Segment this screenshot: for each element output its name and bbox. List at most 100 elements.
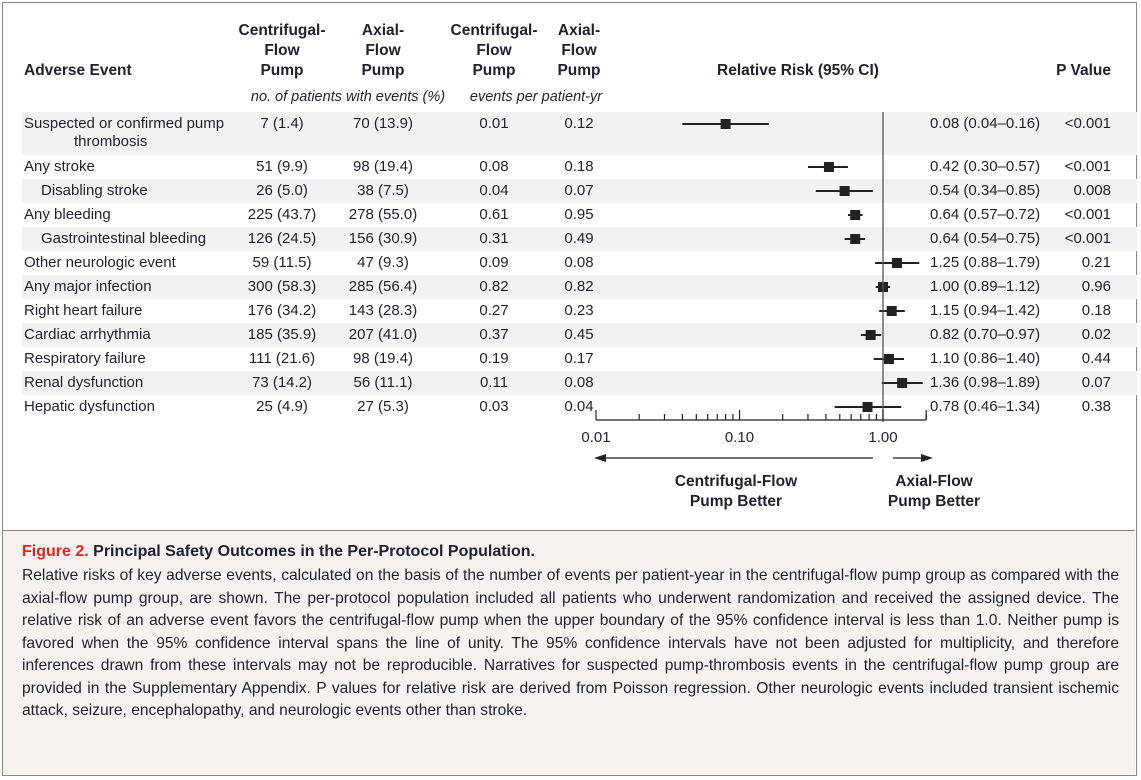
p-value: 0.07 xyxy=(1081,374,1111,391)
event-name: Any stroke xyxy=(24,158,95,175)
row-band xyxy=(22,112,1137,155)
point-estimate-marker xyxy=(865,330,876,340)
x-tick-label: 1.00 xyxy=(868,429,897,446)
axial-rate: 0.82 xyxy=(564,278,594,295)
event-name: Disabling stroke xyxy=(41,182,148,199)
centrifugal-rate: 0.04 xyxy=(479,182,509,199)
centrifugal-rate: 0.82 xyxy=(479,278,509,295)
centrifugal-rate: 0.03 xyxy=(479,398,509,415)
axial-rate: 0.08 xyxy=(564,254,594,271)
x-tick-label: 0.01 xyxy=(581,429,610,446)
header-axial-rate: Axial- Flow Pump xyxy=(557,22,601,79)
relative-risk-ci: 1.15 (0.94–1.42) xyxy=(930,302,1041,319)
event-name: Any major infection xyxy=(24,278,152,295)
centrifugal-count: 25 (4.9) xyxy=(256,398,308,415)
right-favor-label: Axial-Flow Pump Better xyxy=(887,473,981,510)
relative-risk-ci: 0.08 (0.04–0.16) xyxy=(930,115,1041,132)
relative-risk-ci: 0.64 (0.54–0.75) xyxy=(930,230,1041,247)
header-p-value: P Value xyxy=(1056,62,1111,79)
relative-risk-ci: 1.10 (0.86–1.40) xyxy=(930,350,1041,367)
rate-units: events per patient-yr xyxy=(469,89,603,105)
axial-count: 156 (30.9) xyxy=(348,230,418,247)
axial-rate: 0.12 xyxy=(564,115,594,132)
event-name: Gastrointestinal bleeding xyxy=(41,230,207,247)
p-value: 0.18 xyxy=(1081,302,1111,319)
centrifugal-count: 225 (43.7) xyxy=(247,206,317,223)
header-relative-risk: Relative Risk (95% CI) xyxy=(717,62,879,79)
point-estimate-marker xyxy=(891,258,902,268)
header-centrifugal-rate: Centrifugal- Flow Pump xyxy=(450,22,538,79)
relative-risk-ci: 0.42 (0.30–0.57) xyxy=(930,158,1041,175)
event-name: Suspected or confirmed pump xyxy=(24,115,225,132)
figure-label: Figure 2. xyxy=(22,543,89,560)
p-value: 0.38 xyxy=(1081,398,1111,415)
axial-rate: 0.45 xyxy=(564,326,594,343)
centrifugal-rate: 0.31 xyxy=(479,230,509,247)
header-axial-count: Axial- Flow Pump xyxy=(361,22,405,79)
centrifugal-rate: 0.08 xyxy=(479,158,509,175)
p-value: 0.44 xyxy=(1081,350,1111,367)
axial-count: 143 (28.3) xyxy=(348,302,418,319)
row-band xyxy=(22,275,1137,299)
axial-rate: 0.18 xyxy=(564,158,594,175)
centrifugal-count: 26 (5.0) xyxy=(256,182,308,199)
forest-plot: 0.01 0.10 1.00 xyxy=(581,112,933,462)
axial-count: 285 (56.4) xyxy=(348,278,418,295)
p-value: <0.001 xyxy=(1064,206,1111,223)
point-estimate-marker xyxy=(720,119,731,129)
left-arrowhead xyxy=(594,454,606,462)
relative-risk-ci: 0.78 (0.46–1.34) xyxy=(930,398,1041,415)
centrifugal-count: 300 (58.3) xyxy=(247,278,317,295)
relative-risk-ci: 0.54 (0.34–0.85) xyxy=(930,182,1041,199)
event-name: Right heart failure xyxy=(24,302,143,319)
axial-count: 98 (19.4) xyxy=(352,158,414,175)
x-tick-label: 0.10 xyxy=(725,429,754,446)
caption-body: Relative risks of key adverse events, ca… xyxy=(22,567,1119,719)
relative-risk-ci: 0.82 (0.70–0.97) xyxy=(930,326,1041,343)
point-estimate-marker xyxy=(883,354,894,364)
header-adverse-event: Adverse Event xyxy=(24,62,132,79)
axial-count: 27 (5.3) xyxy=(357,398,409,415)
centrifugal-rate: 0.37 xyxy=(479,326,509,343)
axial-count: 70 (13.9) xyxy=(352,115,414,132)
p-value: <0.001 xyxy=(1064,158,1111,175)
header-centrifugal-count: Centrifugal- Flow Pump xyxy=(238,22,326,79)
event-name: Cardiac arrhythmia xyxy=(24,326,151,343)
centrifugal-count: 176 (34.2) xyxy=(247,302,317,319)
left-favor-label: Centrifugal-Flow Pump Better xyxy=(674,473,798,510)
axial-rate: 0.08 xyxy=(564,374,594,391)
centrifugal-rate: 0.27 xyxy=(479,302,509,319)
row-band xyxy=(22,227,1137,251)
point-estimate-marker xyxy=(897,378,908,388)
axial-rate: 0.17 xyxy=(564,350,594,367)
point-estimate-marker xyxy=(862,402,873,412)
p-value: 0.96 xyxy=(1081,278,1111,295)
relative-risk-ci: 1.36 (0.98–1.89) xyxy=(930,374,1041,391)
centrifugal-count: 126 (24.5) xyxy=(247,230,317,247)
relative-risk-ci: 1.00 (0.89–1.12) xyxy=(930,278,1041,295)
right-arrowhead xyxy=(921,454,933,462)
event-name: Other neurologic event xyxy=(24,254,176,271)
centrifugal-rate: 0.01 xyxy=(479,115,509,132)
event-name-continued: thrombosis xyxy=(74,133,148,150)
axial-rate: 0.95 xyxy=(564,206,594,223)
point-estimate-marker xyxy=(850,210,861,220)
centrifugal-rate: 0.09 xyxy=(479,254,509,271)
axial-count: 278 (55.0) xyxy=(348,206,418,223)
point-estimate-marker xyxy=(850,234,861,244)
centrifugal-count: 59 (11.5) xyxy=(252,254,312,271)
centrifugal-count: 73 (14.2) xyxy=(251,374,313,391)
centrifugal-rate: 0.61 xyxy=(479,206,509,223)
event-name: Any bleeding xyxy=(24,206,111,223)
row-band xyxy=(22,323,1137,347)
p-value: <0.001 xyxy=(1064,115,1111,132)
axial-count: 56 (11.1) xyxy=(353,374,413,391)
axial-rate: 0.49 xyxy=(564,230,594,247)
count-units: no. of patients with events (%) xyxy=(250,89,446,105)
row-band xyxy=(22,179,1137,203)
centrifugal-count: 185 (35.9) xyxy=(247,326,317,343)
axial-rate: 0.04 xyxy=(564,398,594,415)
point-estimate-marker xyxy=(839,186,850,196)
event-name: Respiratory failure xyxy=(24,350,146,367)
axial-count: 207 (41.0) xyxy=(348,326,418,343)
